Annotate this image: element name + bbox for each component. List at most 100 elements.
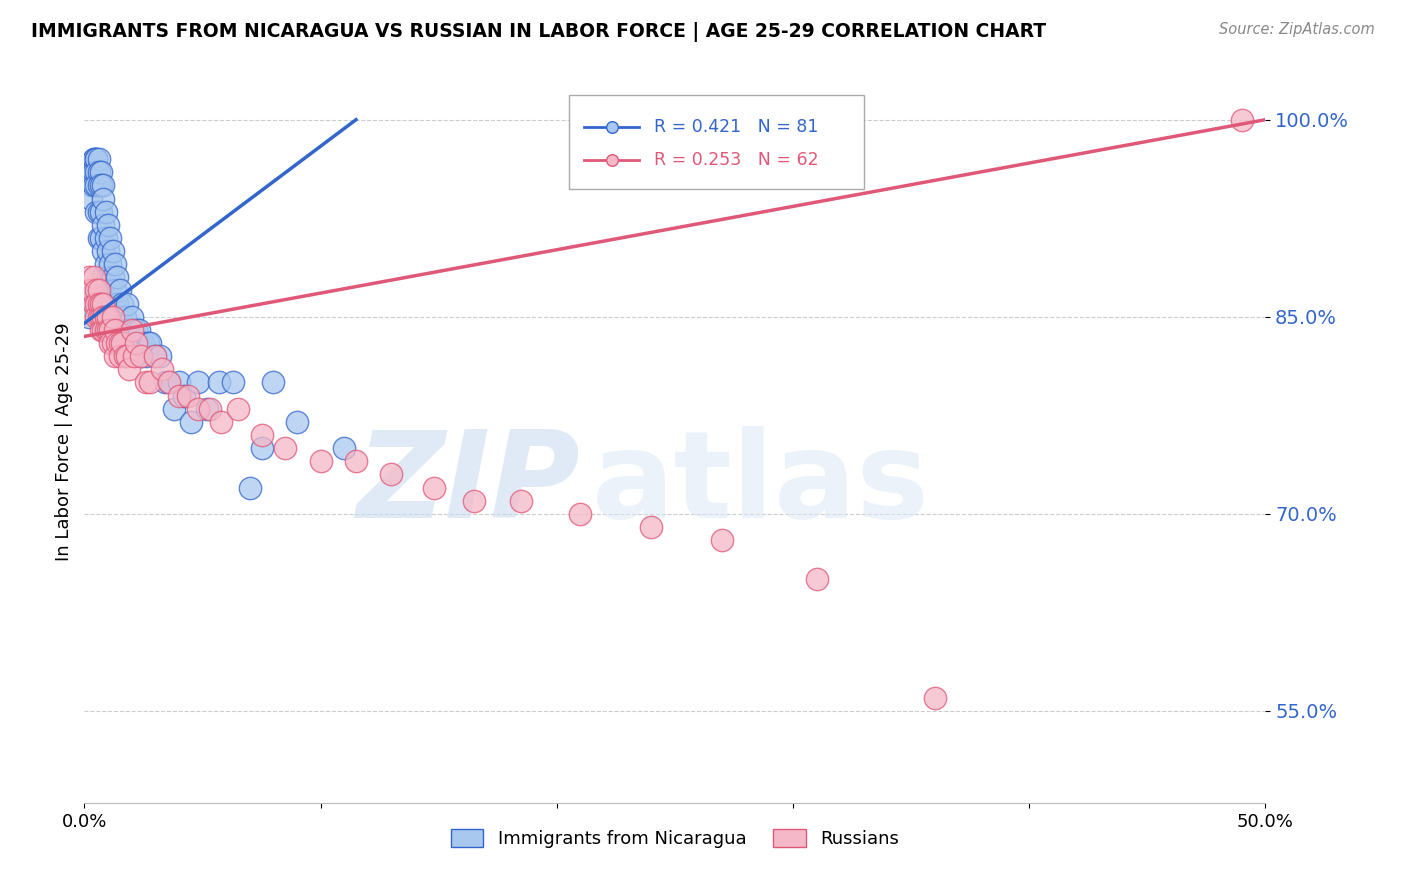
Point [115,296,138,310]
Point [114,310,136,324]
Point [139,376,162,390]
Point [157,376,180,390]
Point [107,336,129,351]
Text: ZIP: ZIP [357,426,581,543]
Point [285,415,308,429]
Point [91,192,114,206]
Point [111,296,134,310]
Point [84,152,107,166]
Point [87,204,110,219]
Point [94,310,117,324]
Point [104,323,127,337]
Point [101,310,124,324]
Point [87,152,110,166]
Point [101,244,124,258]
Point [198,401,221,416]
Point [87,296,110,310]
Point [80,284,103,298]
Point [98,257,121,271]
Point [111,323,134,337]
Point [90,310,112,324]
Point [84,178,107,193]
Point [309,454,332,468]
Point [111,336,134,351]
Point [90,204,112,219]
Point [640,520,662,534]
Point [91,323,114,337]
Point [98,336,121,351]
Point [711,533,734,547]
Point [91,270,114,285]
Point [114,349,136,363]
Text: IMMIGRANTS FROM NICARAGUA VS RUSSIAN IN LABOR FORCE | AGE 25-29 CORRELATION CHAR: IMMIGRANTS FROM NICARAGUA VS RUSSIAN IN … [31,22,1046,42]
Point [87,284,110,298]
Point [262,376,284,390]
Point [569,507,592,521]
Point [97,296,120,310]
Point [94,204,117,219]
Point [463,493,485,508]
Point [76,296,98,310]
Point [84,284,107,298]
Text: atlas: atlas [592,426,931,543]
Text: R = 0.253   N = 62: R = 0.253 N = 62 [654,151,818,169]
Point [84,152,107,166]
Point [98,284,121,298]
Point [143,349,166,363]
Point [91,310,114,324]
Point [195,401,218,416]
Point [108,310,131,324]
Point [153,376,176,390]
Point [250,428,273,442]
Point [122,336,145,351]
Point [157,376,180,390]
Point [115,349,138,363]
Point [806,573,828,587]
Point [80,192,103,206]
Point [97,270,120,285]
Point [77,270,100,285]
Point [121,323,143,337]
Point [163,401,186,416]
Point [128,323,150,337]
Point [122,349,145,363]
Text: R = 0.421   N = 81: R = 0.421 N = 81 [654,119,818,136]
Point [107,296,129,310]
Point [129,349,152,363]
Point [87,310,110,324]
Point [90,231,112,245]
Point [84,310,107,324]
Point [90,165,112,179]
Point [149,349,172,363]
Point [274,441,297,455]
Point [87,178,110,193]
Point [80,178,103,193]
Point [129,349,152,363]
Point [83,152,105,166]
Point [1128,198,1150,212]
Point [167,376,190,390]
Point [98,323,121,337]
Point [167,388,190,402]
Point [108,349,131,363]
Point [83,178,105,193]
Point [97,310,120,324]
Point [87,165,110,179]
Point [80,165,103,179]
Point [150,362,173,376]
Point [101,336,124,351]
Point [77,310,100,324]
Point [139,336,162,351]
Point [77,284,100,298]
Point [333,441,356,455]
Point [924,690,946,705]
FancyBboxPatch shape [568,95,863,189]
Point [1128,257,1150,271]
Point [104,349,127,363]
Legend: Immigrants from Nicaragua, Russians: Immigrants from Nicaragua, Russians [443,822,907,855]
Point [83,165,105,179]
Point [83,296,105,310]
Point [97,323,120,337]
Point [173,388,195,402]
Point [125,323,148,337]
